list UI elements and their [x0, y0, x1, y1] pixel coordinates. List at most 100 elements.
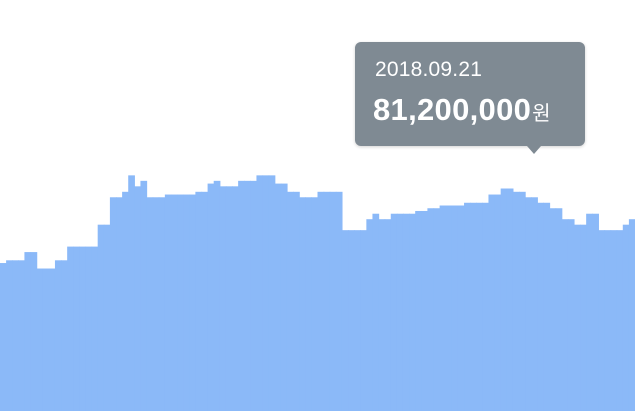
- price-step-50[interactable]: [305, 197, 312, 411]
- price-step-0[interactable]: [0, 263, 7, 411]
- price-step-95[interactable]: [580, 224, 587, 411]
- price-step-75[interactable]: [457, 205, 465, 411]
- price-step-84[interactable]: [512, 191, 520, 411]
- price-step-18[interactable]: [109, 197, 117, 411]
- price-step-65[interactable]: [396, 213, 404, 411]
- price-step-19[interactable]: [116, 197, 123, 411]
- price-step-30[interactable]: [183, 194, 190, 411]
- price-step-101[interactable]: [616, 230, 624, 411]
- price-step-26[interactable]: [158, 197, 166, 411]
- price-step-1[interactable]: [6, 260, 13, 411]
- price-step-58[interactable]: [354, 230, 361, 411]
- price-step-29[interactable]: [177, 194, 184, 411]
- price-step-69[interactable]: [421, 210, 429, 411]
- price-step-25[interactable]: [152, 197, 160, 411]
- price-step-78[interactable]: [476, 202, 483, 411]
- price-step-54[interactable]: [329, 191, 337, 411]
- price-step-99[interactable]: [604, 230, 612, 411]
- price-step-80[interactable]: [488, 194, 496, 411]
- price-step-22[interactable]: [134, 186, 142, 411]
- price-step-100[interactable]: [610, 230, 618, 411]
- price-step-53[interactable]: [323, 191, 331, 411]
- price-step-2[interactable]: [12, 260, 19, 411]
- price-step-92[interactable]: [561, 219, 569, 411]
- price-step-43[interactable]: [262, 175, 270, 411]
- price-step-27[interactable]: [164, 194, 172, 411]
- price-step-66[interactable]: [402, 213, 410, 411]
- price-step-9[interactable]: [54, 260, 62, 411]
- price-step-49[interactable]: [299, 197, 306, 411]
- price-step-21[interactable]: [128, 175, 135, 411]
- price-step-40[interactable]: [244, 180, 251, 411]
- price-step-17[interactable]: [103, 224, 111, 411]
- price-step-68[interactable]: [415, 210, 422, 411]
- price-step-72[interactable]: [439, 205, 447, 411]
- price-step-10[interactable]: [61, 260, 68, 411]
- price-step-89[interactable]: [543, 202, 551, 411]
- price-step-94[interactable]: [573, 224, 581, 411]
- price-step-42[interactable]: [256, 175, 264, 411]
- price-step-33[interactable]: [201, 191, 209, 411]
- price-step-38[interactable]: [232, 186, 239, 411]
- price-step-82[interactable]: [500, 188, 508, 411]
- price-step-56[interactable]: [341, 230, 349, 411]
- price-step-23[interactable]: [140, 180, 148, 411]
- price-step-3[interactable]: [18, 260, 26, 411]
- price-step-76[interactable]: [464, 202, 471, 411]
- price-step-24[interactable]: [146, 197, 154, 411]
- price-step-87[interactable]: [531, 197, 538, 411]
- price-step-4[interactable]: [24, 252, 32, 411]
- price-step-37[interactable]: [225, 186, 233, 411]
- price-step-71[interactable]: [433, 208, 441, 411]
- price-step-36[interactable]: [219, 186, 227, 411]
- price-step-34[interactable]: [207, 183, 215, 411]
- price-step-88[interactable]: [537, 202, 545, 411]
- price-step-41[interactable]: [250, 180, 258, 411]
- price-step-7[interactable]: [42, 268, 50, 411]
- price-step-51[interactable]: [311, 197, 319, 411]
- price-step-77[interactable]: [470, 202, 477, 411]
- price-step-83[interactable]: [506, 188, 514, 411]
- price-step-59[interactable]: [360, 230, 367, 411]
- price-step-14[interactable]: [85, 246, 93, 411]
- price-step-64[interactable]: [390, 213, 398, 411]
- price-step-102[interactable]: [622, 224, 630, 411]
- price-step-52[interactable]: [317, 191, 325, 411]
- price-step-55[interactable]: [335, 191, 343, 411]
- price-step-8[interactable]: [48, 268, 56, 411]
- price-step-67[interactable]: [409, 213, 416, 411]
- price-step-93[interactable]: [567, 219, 575, 411]
- price-step-86[interactable]: [525, 197, 532, 411]
- price-step-16[interactable]: [97, 224, 105, 411]
- price-step-46[interactable]: [280, 183, 288, 411]
- price-step-28[interactable]: [170, 194, 178, 411]
- price-step-39[interactable]: [238, 180, 245, 411]
- price-step-20[interactable]: [122, 191, 129, 411]
- price-step-47[interactable]: [286, 191, 294, 411]
- price-step-60[interactable]: [366, 219, 374, 411]
- price-step-63[interactable]: [384, 219, 392, 411]
- price-step-15[interactable]: [91, 246, 99, 411]
- price-step-90[interactable]: [549, 208, 557, 411]
- price-step-96[interactable]: [586, 213, 593, 411]
- price-step-11[interactable]: [67, 246, 74, 411]
- price-step-91[interactable]: [555, 208, 563, 411]
- price-step-13[interactable]: [79, 246, 87, 411]
- price-step-70[interactable]: [427, 208, 435, 411]
- price-step-62[interactable]: [378, 219, 386, 411]
- price-step-79[interactable]: [482, 202, 490, 411]
- price-step-73[interactable]: [445, 205, 453, 411]
- price-step-44[interactable]: [268, 175, 276, 411]
- price-step-35[interactable]: [213, 180, 221, 411]
- price-step-97[interactable]: [592, 213, 599, 411]
- price-step-5[interactable]: [30, 252, 38, 411]
- price-step-98[interactable]: [598, 230, 606, 411]
- price-step-61[interactable]: [372, 213, 380, 411]
- price-step-48[interactable]: [293, 191, 300, 411]
- price-step-12[interactable]: [73, 246, 80, 411]
- price-step-74[interactable]: [451, 205, 459, 411]
- price-step-6[interactable]: [36, 268, 44, 411]
- price-step-45[interactable]: [274, 183, 282, 411]
- price-step-85[interactable]: [518, 191, 526, 411]
